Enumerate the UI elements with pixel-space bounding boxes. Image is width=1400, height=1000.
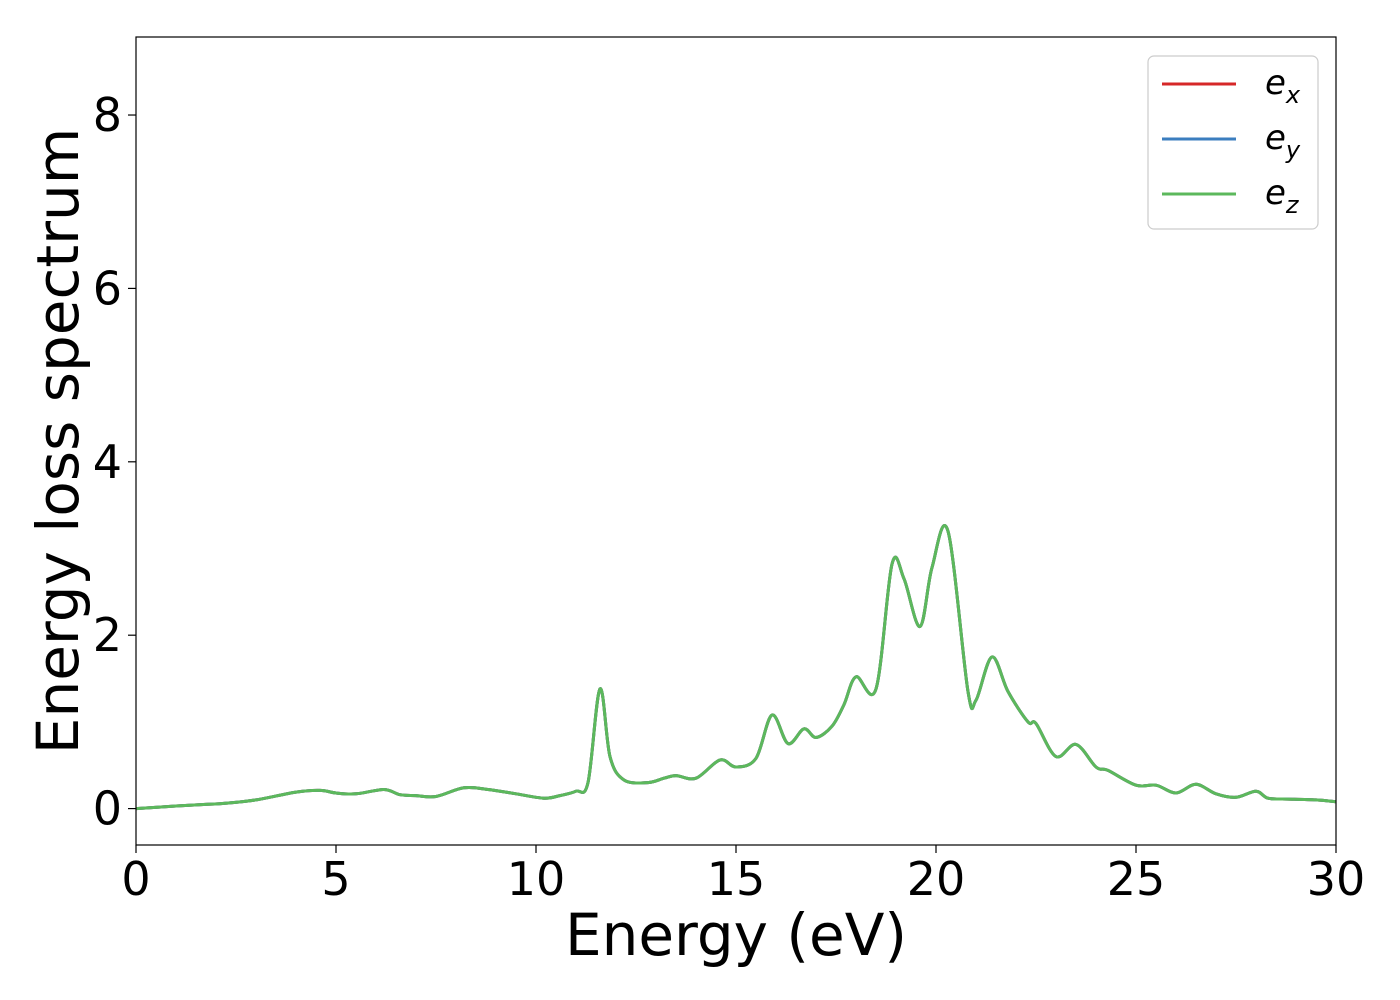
x-axis-ticks: 0 5 10 15 20 25 30 [121, 845, 1365, 906]
series-layer [135, 524, 1337, 811]
x-axis-label: Energy (eV) [565, 901, 907, 969]
y-tick-label: 2 [93, 608, 122, 662]
x-tick-label: 15 [707, 852, 766, 906]
series-line-e-z [135, 524, 1337, 811]
y-tick-label: 6 [93, 261, 122, 315]
legend: ex ey ez [1147, 55, 1319, 230]
x-tick-label: 25 [1107, 852, 1166, 906]
x-tick-label: 30 [1307, 852, 1366, 906]
x-tick-label: 5 [321, 852, 350, 906]
legend-box [1147, 55, 1319, 230]
y-tick-label: 8 [93, 88, 122, 142]
x-tick-label: 20 [907, 852, 966, 906]
y-tick-label: 4 [93, 435, 122, 489]
legend-label-e-x: ex [1265, 63, 1301, 109]
x-tick-label: 0 [121, 852, 150, 906]
y-axis-label: Energy loss spectrum [24, 128, 92, 754]
legend-label-e-z: ez [1265, 173, 1300, 219]
x-tick-label: 10 [507, 852, 566, 906]
y-axis-ticks: 0 2 4 6 8 [93, 88, 136, 836]
legend-label-e-y: ey [1265, 118, 1301, 164]
y-tick-label: 0 [93, 782, 122, 836]
